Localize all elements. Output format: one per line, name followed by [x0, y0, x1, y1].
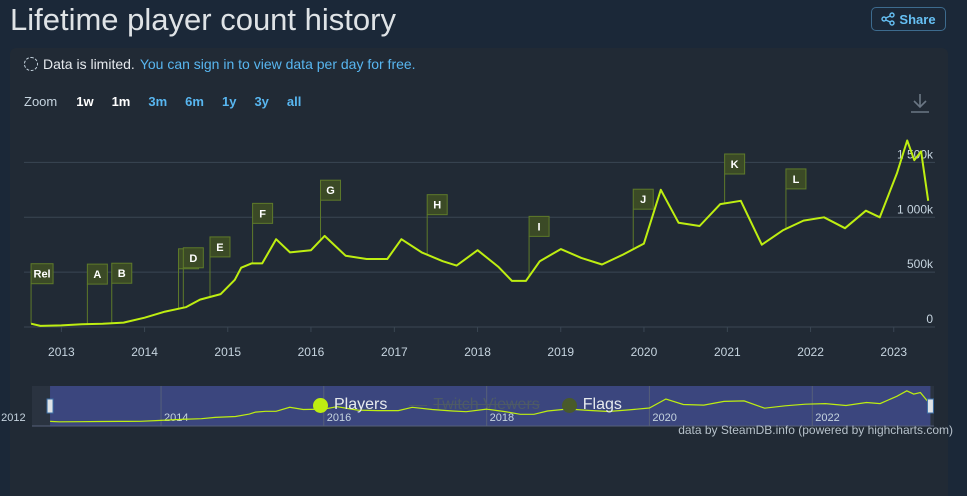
navigator-tick-label: 2018	[490, 412, 514, 424]
zoom-1m-button[interactable]: 1m	[111, 94, 131, 109]
y-tick-label: 0	[926, 312, 933, 326]
flag-box	[252, 202, 274, 224]
zoom-1y-button[interactable]: 1y	[221, 94, 237, 109]
navigator-handle	[926, 398, 934, 414]
share-label: Share	[899, 11, 936, 27]
legend-twitch-viewers[interactable]: Twitch Viewers	[409, 396, 540, 414]
notice-text: Data is limited.	[43, 56, 135, 72]
flag-label: L	[793, 174, 800, 186]
share-button[interactable]: Share	[871, 7, 946, 31]
navigator-handle	[46, 398, 54, 414]
chart-credits: data by SteamDB.info (powered by highcha…	[678, 423, 953, 437]
flag-label: H	[433, 200, 441, 212]
chart-legend: Players Twitch Viewers Flags	[313, 396, 622, 414]
flag-label: F	[259, 208, 266, 220]
players-legend-dot	[313, 397, 328, 413]
x-tick-label: 2014	[131, 345, 158, 359]
flag-label: B	[118, 268, 126, 280]
legend-flags-label: Flags	[582, 396, 622, 413]
flag-label: J	[640, 194, 646, 206]
y-tick-label: 1 000k	[897, 202, 934, 216]
flag-label: K	[731, 159, 739, 171]
player-count-chart: 2013 2014 2015 2016 2017 2018 2019 2020 2021 2022…	[0, 139, 935, 427]
zoom-3y-button[interactable]: 3y	[254, 94, 269, 109]
page-title: Lifetime player count history	[10, 2, 396, 37]
flag-box	[724, 153, 746, 175]
x-tick-label: 2020	[631, 345, 658, 359]
x-tick-label: 2022	[797, 345, 824, 359]
flag-box	[111, 262, 133, 284]
share-icon	[881, 12, 896, 26]
players-series-line	[30, 139, 930, 327]
legend-players-label: Players	[334, 396, 388, 413]
x-tick-label: 2023	[880, 345, 907, 359]
flag-box	[86, 263, 108, 285]
navigator-tick-label: 2012	[1, 412, 25, 424]
zoom-1w-button[interactable]: 1w	[76, 94, 94, 109]
zoom-controls: Zoom 1w 1m 3m 6m 1y 3y all	[24, 94, 310, 109]
flag-box	[632, 188, 654, 210]
download-icon[interactable]	[908, 92, 932, 114]
legend-flags[interactable]: Flags	[561, 396, 622, 414]
y-tick-label: 1 500k	[897, 147, 934, 161]
limited-data-icon	[24, 57, 38, 71]
sign-in-link[interactable]: You can sign in to view data per day for…	[139, 56, 416, 72]
navigator-series-line	[50, 390, 928, 423]
players-points	[31, 140, 928, 326]
flag-box	[426, 194, 448, 216]
legend-players[interactable]: Players	[313, 396, 387, 414]
twitch-legend-line	[409, 404, 428, 406]
flags-legend-dot	[561, 397, 577, 413]
flag-box	[30, 263, 54, 285]
x-tick-label: 2017	[381, 345, 408, 359]
flag-box	[785, 168, 807, 190]
flag-label: E	[216, 242, 223, 254]
zoom-label: Zoom	[24, 94, 58, 109]
x-tick-label: 2015	[214, 345, 241, 359]
flag-box	[182, 247, 204, 269]
flag-box	[320, 179, 342, 201]
navigator[interactable]: 2012 2014 2016 2018 2020 2022	[0, 386, 934, 427]
navigator-tick-label: 2022	[815, 412, 839, 424]
zoom-6m-button[interactable]: 6m	[185, 94, 204, 109]
x-tick-label: 2021	[714, 345, 741, 359]
flag-label: A	[93, 269, 101, 281]
flag-label: D	[189, 253, 197, 265]
flag-label: Rel	[34, 269, 51, 281]
data-limited-notice: Data is limited. You can sign in to view…	[24, 56, 416, 72]
flag-box	[528, 215, 550, 237]
navigator-tick-label: 2014	[164, 412, 188, 424]
navigator-tick-label: 2016	[327, 412, 351, 424]
flag-label: I	[538, 221, 541, 233]
x-tick-label: 2018	[464, 345, 491, 359]
x-tick-label: 2019	[547, 345, 574, 359]
flag-label: G	[326, 185, 335, 197]
y-tick-label: 500k	[907, 257, 934, 271]
navigator-tick-label: 2020	[652, 412, 676, 424]
x-tick-label: 2016	[298, 345, 325, 359]
flag-box	[209, 236, 231, 258]
legend-twitch-label: Twitch Viewers	[433, 396, 540, 413]
zoom-all-button[interactable]: all	[286, 94, 302, 109]
zoom-3m-button[interactable]: 3m	[148, 94, 168, 109]
x-tick-label: 2013	[48, 345, 75, 359]
